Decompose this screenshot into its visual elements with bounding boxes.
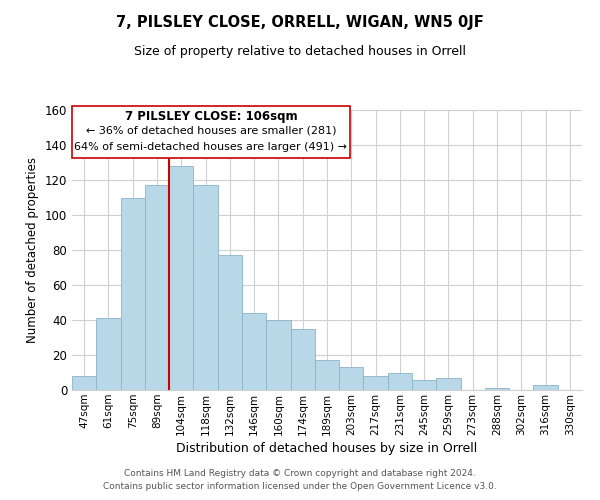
Bar xyxy=(412,380,436,390)
Bar xyxy=(388,372,412,390)
Text: ← 36% of detached houses are smaller (281): ← 36% of detached houses are smaller (28… xyxy=(86,126,336,136)
Bar xyxy=(242,313,266,390)
Text: Contains public sector information licensed under the Open Government Licence v3: Contains public sector information licen… xyxy=(103,482,497,491)
Bar xyxy=(485,388,509,390)
Bar xyxy=(145,185,169,390)
Text: 7 PILSLEY CLOSE: 106sqm: 7 PILSLEY CLOSE: 106sqm xyxy=(125,110,297,123)
Bar xyxy=(121,198,145,390)
Bar xyxy=(266,320,290,390)
Bar xyxy=(290,329,315,390)
Bar xyxy=(339,367,364,390)
Text: Size of property relative to detached houses in Orrell: Size of property relative to detached ho… xyxy=(134,45,466,58)
Bar xyxy=(218,255,242,390)
Bar xyxy=(436,378,461,390)
Bar xyxy=(169,166,193,390)
Bar xyxy=(72,376,96,390)
Bar xyxy=(533,385,558,390)
Text: 7, PILSLEY CLOSE, ORRELL, WIGAN, WN5 0JF: 7, PILSLEY CLOSE, ORRELL, WIGAN, WN5 0JF xyxy=(116,15,484,30)
Bar xyxy=(193,185,218,390)
FancyBboxPatch shape xyxy=(72,106,350,158)
X-axis label: Distribution of detached houses by size in Orrell: Distribution of detached houses by size … xyxy=(176,442,478,455)
Text: 64% of semi-detached houses are larger (491) →: 64% of semi-detached houses are larger (… xyxy=(74,142,347,152)
Bar xyxy=(364,376,388,390)
Text: Contains HM Land Registry data © Crown copyright and database right 2024.: Contains HM Land Registry data © Crown c… xyxy=(124,468,476,477)
Y-axis label: Number of detached properties: Number of detached properties xyxy=(26,157,39,343)
Bar xyxy=(96,318,121,390)
Bar xyxy=(315,360,339,390)
